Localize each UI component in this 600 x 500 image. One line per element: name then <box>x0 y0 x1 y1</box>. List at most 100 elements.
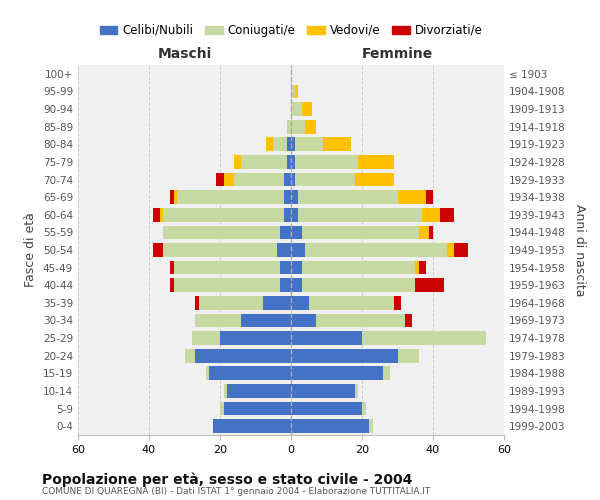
Bar <box>220 331 291 345</box>
Bar <box>295 84 298 98</box>
Bar <box>415 260 419 274</box>
Bar <box>277 243 291 257</box>
Bar <box>383 366 391 380</box>
Bar <box>430 226 433 239</box>
Bar <box>284 190 291 204</box>
Bar <box>284 172 291 186</box>
Bar <box>291 102 302 116</box>
Bar <box>358 155 394 169</box>
Bar <box>291 172 295 186</box>
Bar <box>174 190 178 204</box>
Bar <box>302 278 415 292</box>
Y-axis label: Fasce di età: Fasce di età <box>25 212 37 288</box>
Bar <box>287 155 291 169</box>
Bar <box>298 208 422 222</box>
Bar <box>454 243 469 257</box>
Bar <box>398 349 419 362</box>
Bar <box>195 314 241 328</box>
Bar <box>291 314 316 328</box>
Bar <box>220 402 224 415</box>
Bar <box>302 260 415 274</box>
Legend: Celibi/Nubili, Coniugati/e, Vedovi/e, Divorziati/e: Celibi/Nubili, Coniugati/e, Vedovi/e, Di… <box>95 19 487 42</box>
Bar <box>295 138 323 151</box>
Bar <box>362 331 486 345</box>
Bar <box>185 349 195 362</box>
Text: Femmine: Femmine <box>362 48 433 62</box>
Bar <box>199 296 263 310</box>
Bar <box>234 172 284 186</box>
Bar <box>355 172 394 186</box>
Bar <box>302 226 419 239</box>
Bar <box>291 260 302 274</box>
Bar <box>163 243 277 257</box>
Bar <box>178 190 284 204</box>
Bar <box>305 243 447 257</box>
Bar <box>234 155 241 169</box>
Bar <box>209 366 291 380</box>
Bar <box>426 190 433 204</box>
Bar <box>195 349 291 362</box>
Bar <box>291 243 305 257</box>
Bar <box>419 260 426 274</box>
Bar <box>291 296 309 310</box>
Bar <box>404 314 412 328</box>
Bar <box>362 402 365 415</box>
Bar <box>195 296 199 310</box>
Bar <box>206 366 209 380</box>
Bar <box>224 402 291 415</box>
Bar <box>316 314 404 328</box>
Bar <box>170 190 174 204</box>
Bar <box>273 138 287 151</box>
Bar <box>227 384 291 398</box>
Bar <box>191 331 220 345</box>
Bar <box>224 384 227 398</box>
Bar <box>163 208 284 222</box>
Bar <box>394 296 401 310</box>
Bar <box>295 155 358 169</box>
Bar <box>280 226 291 239</box>
Bar <box>422 208 440 222</box>
Bar <box>305 120 316 134</box>
Bar <box>291 331 362 345</box>
Bar <box>291 155 295 169</box>
Bar <box>174 260 280 274</box>
Bar <box>291 349 398 362</box>
Bar <box>291 138 295 151</box>
Bar <box>291 366 383 380</box>
Bar <box>152 208 160 222</box>
Bar <box>291 420 369 433</box>
Y-axis label: Anni di nascita: Anni di nascita <box>574 204 586 296</box>
Bar <box>160 208 163 222</box>
Bar <box>291 190 298 204</box>
Bar <box>291 208 298 222</box>
Bar <box>163 226 280 239</box>
Bar <box>415 278 443 292</box>
Text: COMUNE DI QUAREGNA (BI) - Dati ISTAT 1° gennaio 2004 - Elaborazione TUTTITALIA.I: COMUNE DI QUAREGNA (BI) - Dati ISTAT 1° … <box>42 488 430 496</box>
Bar <box>280 260 291 274</box>
Bar <box>213 420 291 433</box>
Bar <box>263 296 291 310</box>
Bar <box>152 243 163 257</box>
Bar <box>302 102 312 116</box>
Bar <box>419 226 430 239</box>
Bar <box>174 278 280 292</box>
Bar <box>291 120 305 134</box>
Bar <box>170 260 174 274</box>
Bar <box>291 226 302 239</box>
Bar <box>369 420 373 433</box>
Bar <box>291 384 355 398</box>
Bar <box>280 278 291 292</box>
Bar <box>323 138 352 151</box>
Bar <box>287 138 291 151</box>
Bar <box>241 314 291 328</box>
Bar <box>298 190 398 204</box>
Bar <box>241 155 287 169</box>
Bar <box>291 84 295 98</box>
Bar <box>355 384 358 398</box>
Bar <box>217 172 224 186</box>
Bar <box>291 402 362 415</box>
Bar <box>447 243 454 257</box>
Text: Popolazione per età, sesso e stato civile - 2004: Popolazione per età, sesso e stato civil… <box>42 472 412 487</box>
Bar <box>295 172 355 186</box>
Bar <box>398 190 426 204</box>
